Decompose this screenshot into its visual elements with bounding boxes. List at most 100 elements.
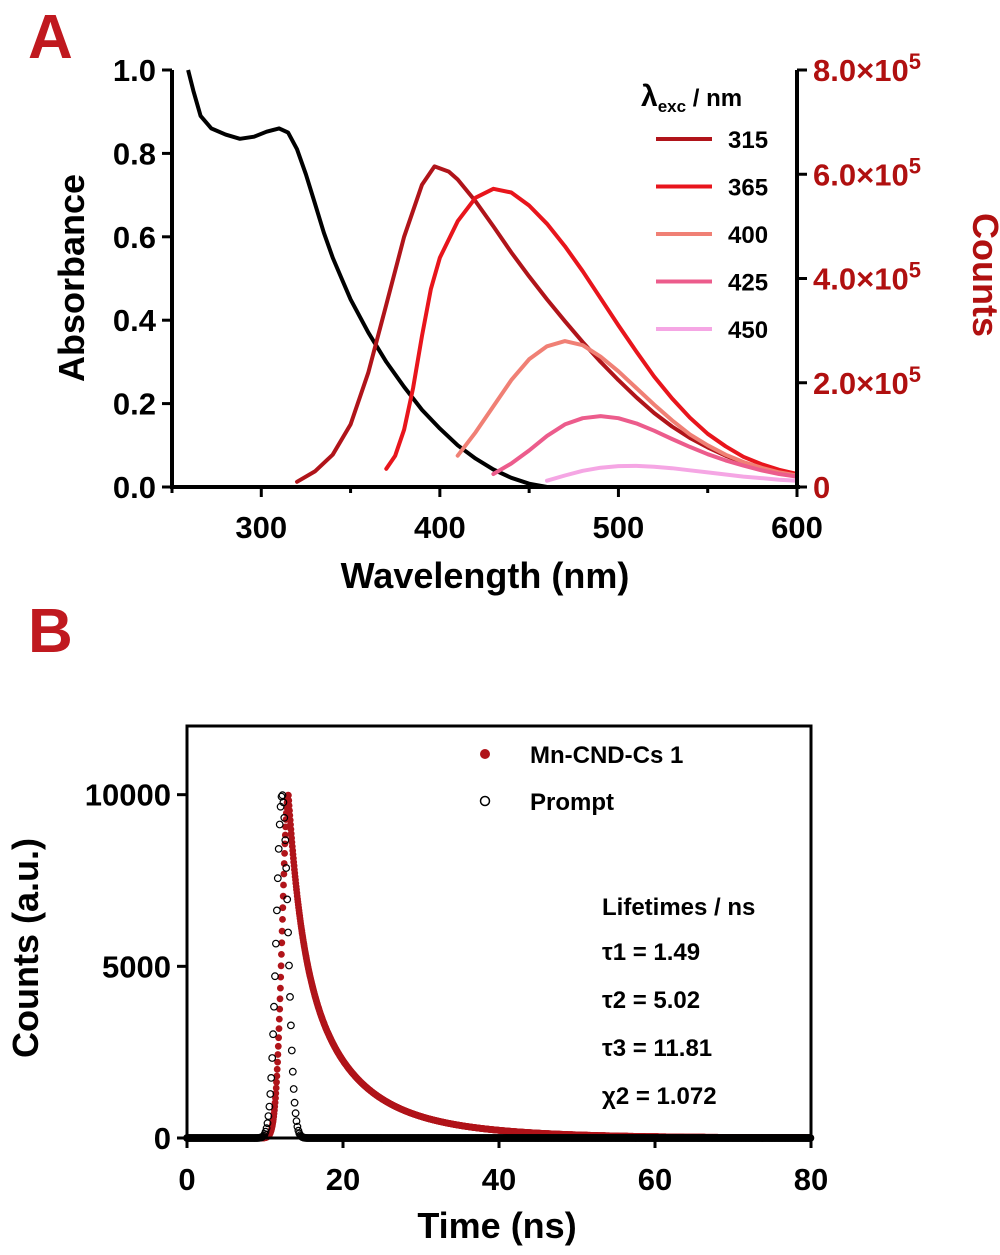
data-point-prompt [284,928,293,937]
y-tick-label: 0.8 [113,136,156,171]
y2-tick-label: 8.0×105 [813,49,921,88]
data-point-mn-cnd [273,1072,281,1080]
data-point-prompt [282,864,291,872]
data-point-prompt [281,836,290,845]
panel-b-legend: Mn-CND-Cs 1 Prompt [479,742,683,816]
data-point-prompt [269,1030,278,1039]
data-point-mn-cnd [272,1084,280,1092]
lifetime-tau1: τ1 = 1.49 [602,939,700,966]
data-point-mn-cnd [279,892,287,900]
legend-label-425: 425 [728,270,768,297]
y2-tick-label: 2.0×105 [813,362,921,401]
x-tick-label: 40 [482,1162,516,1197]
y-tick-label: 5000 [102,949,171,984]
data-point-mn-cnd [285,791,292,799]
data-point-prompt [288,1067,297,1076]
y-tick-label: 0.2 [113,387,156,422]
data-point-prompt [262,1124,271,1133]
panel-a-curves [186,69,799,489]
panel-b-x-ticks: 0 20 40 60 80 [178,1138,828,1197]
lifetime-tau2: τ2 = 5.02 [602,987,700,1014]
y-tick-label: 1.0 [113,53,156,88]
legend-label-315: 315 [728,127,768,154]
data-point-mn-cnd [274,1051,282,1058]
y-tick-label: 10000 [85,778,171,813]
data-point-prompt [265,1102,274,1111]
data-point-mn-cnd [278,939,286,947]
data-point-prompt [278,791,287,800]
data-point-mn-cnd [274,1058,281,1066]
legend-title: λexc / nm [641,80,742,116]
data-point-prompt [283,895,292,904]
y-tick-label: 0.6 [113,220,156,255]
data-point-mn-cnd [275,1034,282,1042]
data-point-prompt [280,813,289,822]
data-point-prompt [285,961,293,970]
data-point-prompt [263,1119,272,1128]
legend-label-400: 400 [728,222,768,249]
data-point-mn-cnd [273,1078,280,1086]
legend-marker-prompt [479,795,491,807]
y-tick-label: 0 [154,1121,171,1156]
x-tick-label: 80 [794,1162,828,1197]
panel-a-y2-axis-title: Counts [965,213,1000,337]
chi-squared: χ2 = 1.072 [602,1083,717,1110]
legend-label-450: 450 [728,317,768,344]
data-point-mn-cnd [274,1042,282,1050]
data-point-mn-cnd [273,1065,281,1073]
data-point-mn-cnd [277,984,284,992]
data-point-mn-cnd [276,1005,284,1013]
panel-a-y-axis-title: Absorbance [51,174,92,382]
panel-b-label: B [28,597,73,666]
data-point-prompt [268,1054,277,1062]
data-point-prompt [279,798,288,807]
data-point-prompt [275,820,284,829]
y2-tick-label: 4.0×105 [813,258,921,297]
y2-tick-label: 0 [813,470,830,505]
x-tick-label: 300 [235,510,287,545]
lifetime-tau3: τ3 = 11.81 [602,1035,712,1062]
data-point-mn-cnd [286,807,293,814]
panel-a-legend: λexc / nm 315 365 400 425 450 [641,80,768,344]
data-point-prompt [271,972,279,981]
data-point-prompt [292,1117,301,1125]
legend-label-mn-cnd: Mn-CND-Cs 1 [530,742,683,769]
data-point-mn-cnd [276,995,284,1003]
x-tick-label: 400 [414,510,466,545]
panel-b-points [183,791,815,1142]
data-point-mn-cnd [277,973,285,981]
data-point-mn-cnd [275,1015,283,1023]
data-point-prompt [270,1002,278,1011]
data-point-mn-cnd [278,927,286,935]
x-tick-label: 500 [593,510,645,545]
panel-b-y-axis-title: Counts (a.u.) [5,838,46,1058]
data-point-prompt [267,1073,276,1082]
data-point-prompt [273,874,282,883]
data-point-prompt [273,906,281,915]
data-point-mn-cnd [281,850,288,857]
x-tick-label: 60 [638,1162,672,1197]
legend-title-unit: / nm [686,85,742,112]
data-point-prompt [287,1021,295,1030]
data-point-prompt [291,1109,300,1118]
panel-b-y-ticks: 0 5000 10000 [85,778,187,1156]
emission-curve-450 [545,463,799,483]
data-point-prompt [272,939,280,948]
data-point-prompt [290,1098,299,1107]
panel-a-x-axis-title: Wavelength (nm) [341,555,630,596]
x-tick-label: 20 [326,1162,360,1197]
data-point-mn-cnd [280,870,288,878]
legend-label-365: 365 [728,175,768,202]
x-tick-label: 600 [771,510,823,545]
panel-b-chart: 0 20 40 60 80 0 5000 10000 Time (ns) Counts (a… [5,724,828,1246]
data-point-mn-cnd [272,1089,280,1097]
data-point-mn-cnd [278,951,285,958]
panel-b-x-axis-title: Time (ns) [417,1205,576,1246]
panel-a-chart: 300 400 500 600 0.0 0.2 0.4 0.6 0.8 1.0 0 2.0×105… [51,49,1000,596]
data-point-mn-cnd [285,802,293,809]
lifetimes-annotation: Lifetimes / ns τ1 = 1.49 τ2 = 5.02 τ3 = … [602,894,755,1110]
data-point-prompt [264,1112,273,1120]
panel-a-y2-ticks: 0 2.0×105 4.0×105 6.0×105 8.0×105 [797,49,921,505]
panel-a-label: A [28,3,73,72]
y-tick-label: 0.4 [113,303,157,338]
